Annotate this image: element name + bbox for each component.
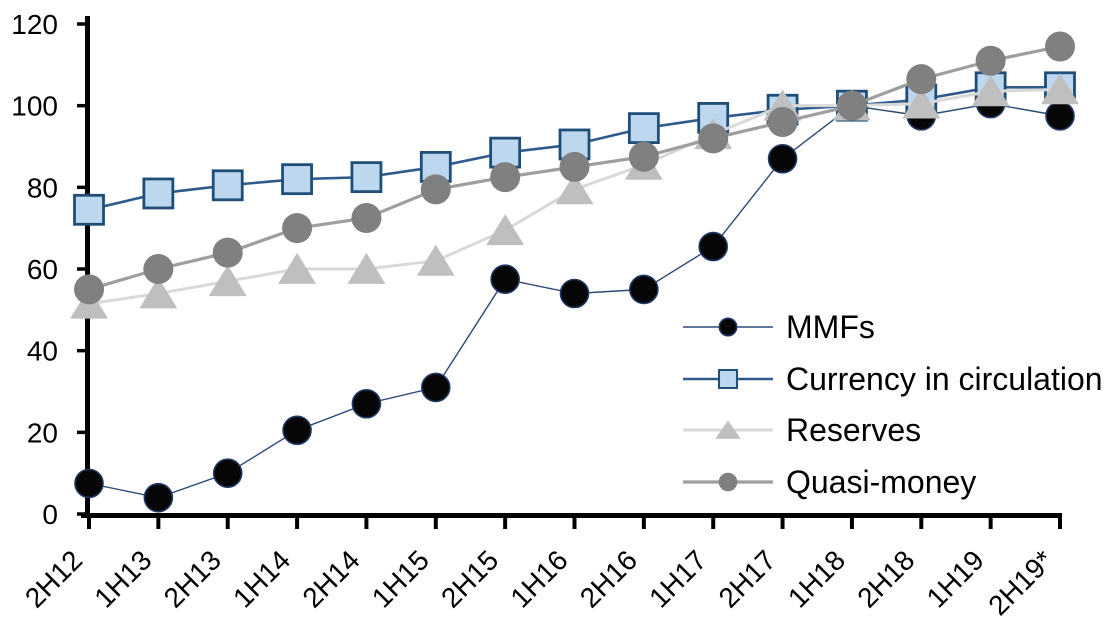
x-axis-tick-label: 1H19 (921, 544, 990, 613)
legend-label: Reserves (786, 412, 921, 448)
reserves-marker-5 (416, 244, 455, 276)
x-axis-tick-label: 2H18 (851, 544, 920, 613)
mmfs-marker-8 (629, 274, 659, 305)
mmfs-marker-7 (559, 278, 590, 309)
legend-item-mmfs: MMFs (683, 309, 875, 345)
legend-item-quasi-money: Quasi-money (683, 464, 976, 500)
quasi-money-marker-11 (836, 90, 867, 121)
reserves-marker-13 (971, 75, 1010, 107)
reserves-marker-7 (555, 173, 594, 205)
x-axis-tick-label: 2H17 (713, 544, 782, 613)
x-axis-tick-label: 2H19* (982, 544, 1059, 621)
reserves-marker-6 (486, 214, 525, 246)
x-axis-tick-label: 1H16 (504, 544, 573, 613)
series-quasi-money (74, 31, 1075, 305)
y-axis-tick-label: 100 (11, 91, 58, 122)
quasi-money-marker-3 (282, 213, 313, 244)
currency-in-circulation-marker-0 (73, 193, 105, 226)
currency-in-circulation-marker-3 (281, 163, 313, 196)
quasi-money-marker-0 (74, 274, 104, 305)
mmfs-marker-6 (490, 264, 520, 295)
legend-label: Currency in circulation (786, 361, 1103, 397)
quasi-money-marker-1 (143, 254, 174, 284)
mmfs-marker-14 (1045, 101, 1075, 131)
mmfs-marker-1 (143, 482, 174, 513)
x-axis-tick-label: 1H17 (643, 544, 712, 613)
currency-in-circulation-marker-2 (211, 169, 244, 202)
legend-item-currency-in-circulation: Currency in circulation (683, 361, 1103, 397)
quasi-money-marker-2 (212, 237, 243, 268)
quasi-money-marker-14 (1044, 31, 1075, 62)
quasi-money-marker-4 (351, 202, 382, 233)
reserves-marker-12 (902, 87, 941, 119)
legend: MMFs Currency in circulation Reserves Quasi… (683, 309, 1103, 500)
quasi-money-marker-7 (559, 151, 590, 182)
x-axis-tick-label: 2H16 (574, 544, 643, 613)
quasi-money-marker-6 (490, 162, 521, 193)
y-axis-tick-label: 120 (11, 9, 58, 40)
reserves-marker-3 (278, 252, 317, 284)
y-axis-tick-label: 80 (27, 172, 58, 203)
legend-item-reserves: Reserves (683, 412, 921, 448)
x-axis-tick-label: 2H14 (296, 544, 365, 613)
mmfs-marker-5 (420, 372, 451, 403)
legend-marker-reserves (715, 420, 741, 439)
y-axis-tick-label: 40 (27, 336, 58, 367)
currency-in-circulation-marker-1 (142, 177, 175, 210)
reserves-marker-1 (139, 277, 178, 309)
quasi-money-marker-12 (906, 64, 937, 95)
mmfs-marker-0 (74, 468, 104, 499)
x-axis-tick-label: 2H13 (158, 544, 227, 613)
y-axis-tick-label: 20 (27, 417, 58, 448)
x-axis-tick-label: 1H14 (227, 544, 296, 613)
x-axis-tick-label: 1H13 (88, 544, 157, 613)
quasi-money-marker-10 (767, 107, 798, 137)
legend-marker-quasi-money (718, 472, 738, 492)
x-axis-tick-label: 1H15 (366, 544, 435, 613)
mmfs-marker-3 (282, 415, 312, 446)
mmfs-marker-4 (351, 388, 382, 419)
reserves-marker-2 (208, 265, 247, 297)
currency-in-circulation-marker-6 (489, 136, 522, 169)
reserves-marker-14 (1040, 73, 1079, 105)
legend-marker-mmfs (718, 317, 738, 337)
y-axis-tick-label: 60 (27, 254, 58, 285)
currency-in-circulation-marker-8 (627, 112, 660, 145)
mmfs-marker-2 (212, 458, 243, 488)
quasi-money-marker-9 (698, 123, 729, 154)
quasi-money-marker-8 (628, 141, 659, 172)
x-axis-tick-label: 1H18 (782, 544, 851, 613)
mmfs-marker-9 (698, 231, 729, 262)
legend-label: MMFs (786, 309, 875, 345)
legend-marker-currency-in-circulation (718, 369, 738, 389)
currency-in-circulation-marker-4 (350, 161, 383, 194)
y-axis-tick-label: 0 (42, 499, 58, 530)
x-axis-tick-label: 2H12 (19, 544, 88, 613)
legend-label: Quasi-money (786, 464, 976, 500)
quasi-money-marker-5 (420, 174, 451, 205)
reserves-marker-4 (347, 252, 386, 284)
mmfs-marker-10 (767, 143, 798, 174)
x-axis-tick-label: 2H15 (435, 544, 504, 613)
quasi-money-marker-13 (975, 45, 1006, 76)
